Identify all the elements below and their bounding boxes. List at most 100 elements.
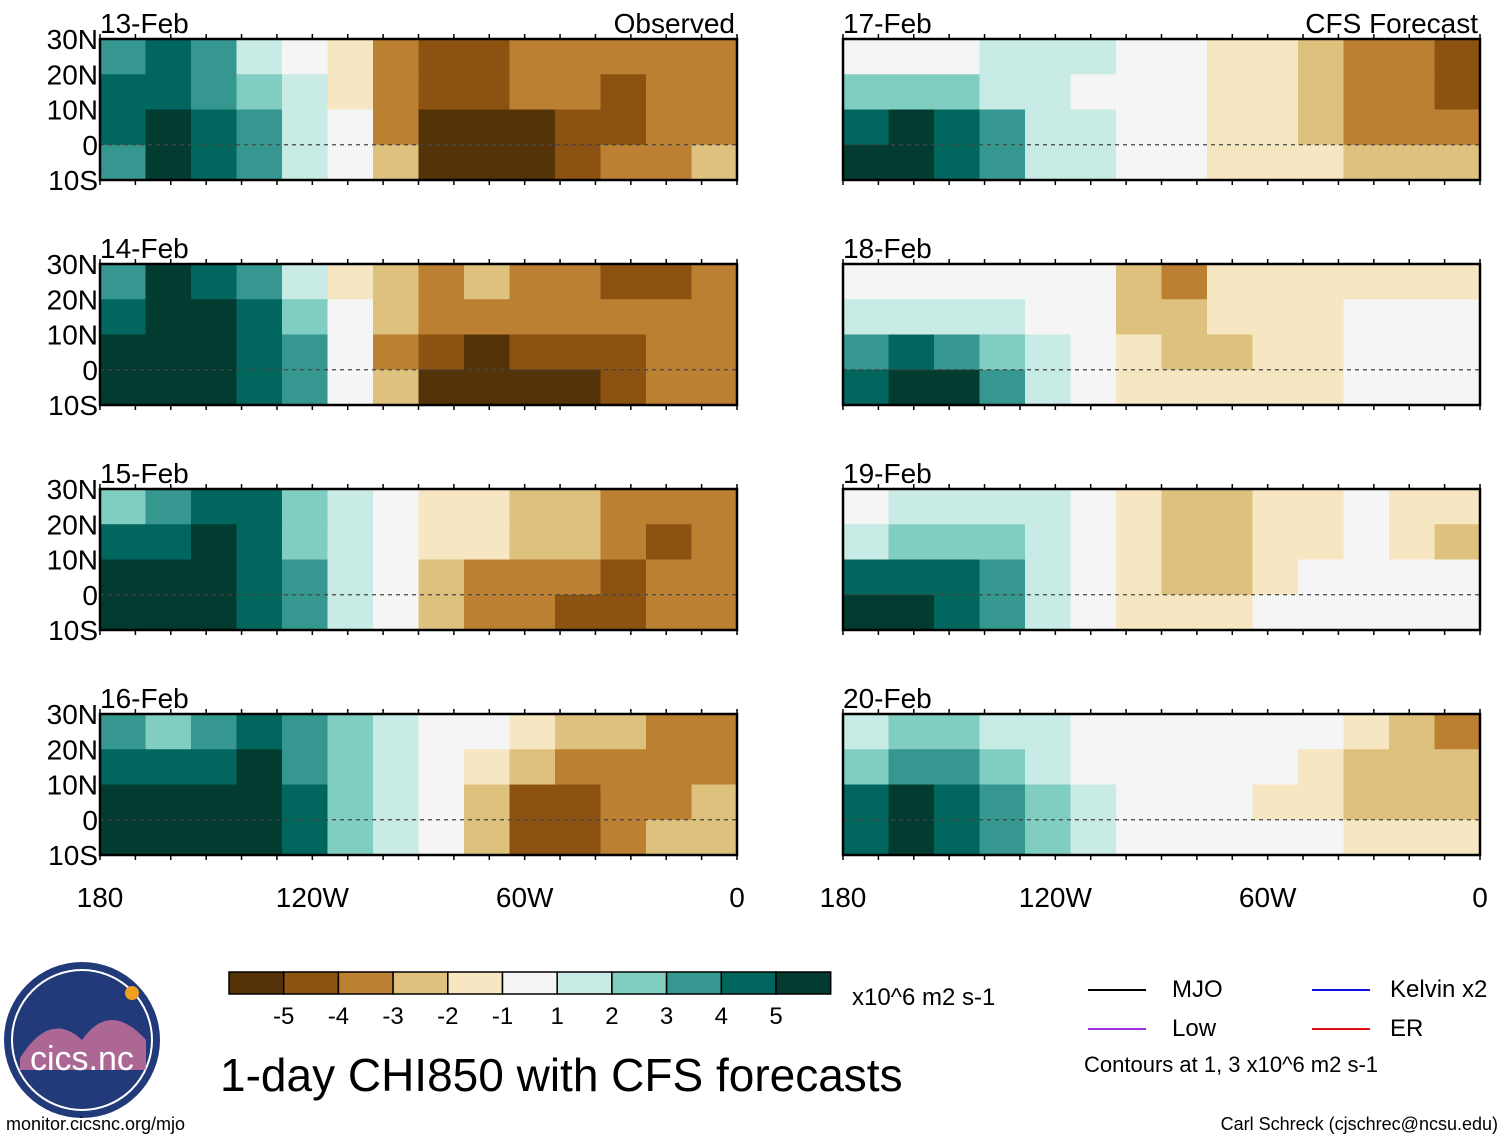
heatmap-cell xyxy=(1070,819,1117,856)
y-tick-label: 10N xyxy=(47,770,98,801)
heatmap-cell xyxy=(979,749,1026,786)
heatmap-cell xyxy=(1343,334,1390,371)
heatmap-cell xyxy=(646,524,693,561)
panel-date: 14-Feb xyxy=(100,233,189,264)
heatmap-cell xyxy=(327,784,374,821)
heatmap-cell xyxy=(1025,819,1072,856)
heatmap-cell xyxy=(888,74,935,111)
heatmap-cell xyxy=(1161,369,1208,406)
heatmap-cell xyxy=(600,559,647,596)
colorbar-tick-label: -3 xyxy=(382,1003,403,1030)
heatmap-cell xyxy=(236,39,283,75)
heatmap-cell xyxy=(979,489,1026,525)
legend-mjo-label: MJO xyxy=(1172,976,1223,1003)
colorbar-swatch xyxy=(337,971,394,995)
heatmap-cell xyxy=(464,334,511,371)
heatmap-cell xyxy=(600,334,647,371)
heatmap-cell xyxy=(100,334,147,371)
heatmap-cell xyxy=(1207,714,1254,750)
heatmap-cell xyxy=(1025,39,1072,75)
heatmap-cell xyxy=(236,144,283,181)
heatmap-cell xyxy=(1070,749,1117,786)
y-tick-label: 0 xyxy=(82,580,98,611)
heatmap-cell xyxy=(843,819,890,856)
heatmap-cell xyxy=(145,264,192,300)
y-tick-label: 10N xyxy=(47,320,98,351)
colorbar-swatch xyxy=(447,971,504,995)
heatmap-cell xyxy=(464,749,511,786)
heatmap-cell xyxy=(100,109,147,146)
heatmap-cell xyxy=(1025,74,1072,111)
heatmap-cell xyxy=(509,559,556,596)
colorbar-swatch xyxy=(720,971,777,995)
heatmap-cell xyxy=(1116,819,1163,856)
heatmap-cell xyxy=(191,74,238,111)
heatmap-cell xyxy=(418,369,465,406)
heatmap-cell xyxy=(418,144,465,181)
heatmap-cell xyxy=(464,524,511,561)
heatmap-cell xyxy=(509,749,556,786)
heatmap-cell xyxy=(1298,714,1345,750)
heatmap-cell xyxy=(464,819,511,856)
heatmap-cell xyxy=(1207,74,1254,111)
heatmap-cell xyxy=(1070,714,1117,750)
heatmap-cell xyxy=(1070,74,1117,111)
heatmap-cell xyxy=(1116,489,1163,525)
heatmap-cell xyxy=(934,264,981,300)
heatmap-cell xyxy=(100,489,147,525)
x-tick-label: 120W xyxy=(276,882,350,913)
heatmap-cell xyxy=(145,109,192,146)
heatmap-cell xyxy=(1298,264,1345,300)
heatmap-cell xyxy=(1116,74,1163,111)
column-header: CFS Forecast xyxy=(1305,8,1478,39)
heatmap-cell xyxy=(191,749,238,786)
heatmap-cell xyxy=(1434,144,1481,181)
colorbar-swatch xyxy=(556,971,613,995)
heatmap-cell xyxy=(191,489,238,525)
x-tick-label: 180 xyxy=(820,882,867,913)
heatmap-cell xyxy=(1161,39,1208,75)
heatmap-cell xyxy=(236,74,283,111)
heatmap-cell xyxy=(191,39,238,75)
heatmap-cell xyxy=(979,524,1026,561)
heatmap-cell xyxy=(1252,144,1299,181)
heatmap-cell xyxy=(327,109,374,146)
heatmap-cell xyxy=(509,39,556,75)
heatmap-cell xyxy=(691,559,738,596)
heatmap-cell xyxy=(600,524,647,561)
heatmap-cell xyxy=(646,39,693,75)
heatmap-cell xyxy=(1252,264,1299,300)
heatmap-cell xyxy=(1207,334,1254,371)
heatmap-cell xyxy=(1207,144,1254,181)
heatmap-cell xyxy=(1434,299,1481,336)
heatmap-cell xyxy=(555,264,602,300)
heatmap-cell xyxy=(555,594,602,631)
x-tick-label: 180 xyxy=(77,882,124,913)
heatmap-cell xyxy=(145,299,192,336)
heatmap-cell xyxy=(1025,109,1072,146)
heatmap-cell xyxy=(464,369,511,406)
heatmap-cell xyxy=(934,559,981,596)
heatmap-cell xyxy=(282,39,329,75)
heatmap-cell xyxy=(282,784,329,821)
heatmap-cell xyxy=(327,264,374,300)
heatmap-cell xyxy=(646,264,693,300)
heatmap-cell xyxy=(1298,749,1345,786)
heatmap-cell xyxy=(1252,74,1299,111)
heatmap-cell xyxy=(464,714,511,750)
heatmap-cell xyxy=(691,489,738,525)
heatmap-cell xyxy=(843,74,890,111)
footer-url[interactable]: monitor.cicsnc.org/mjo xyxy=(6,1114,186,1134)
heatmap-cell xyxy=(888,334,935,371)
heatmap-cell xyxy=(691,819,738,856)
heatmap-cell xyxy=(327,144,374,181)
heatmap-cell xyxy=(464,784,511,821)
heatmap-cell xyxy=(236,489,283,525)
heatmap-cell xyxy=(327,334,374,371)
heatmap-cell xyxy=(373,264,420,300)
heatmap-cell xyxy=(888,819,935,856)
heatmap-cell xyxy=(1070,784,1117,821)
heatmap-cell xyxy=(1161,334,1208,371)
heatmap-cell xyxy=(934,109,981,146)
